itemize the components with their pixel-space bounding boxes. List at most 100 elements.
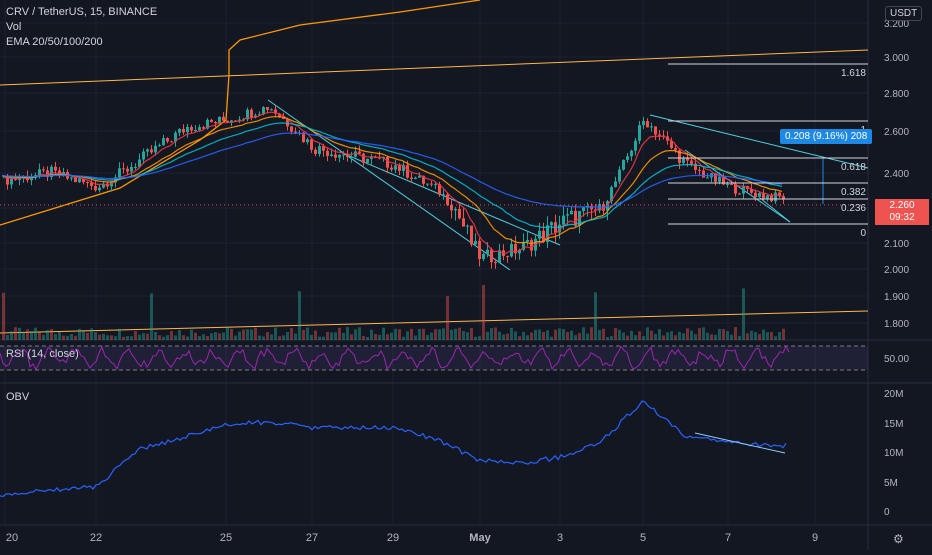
volume-bar	[498, 331, 501, 340]
candle-body	[318, 146, 321, 154]
volume-bar	[630, 330, 633, 340]
candle-body	[770, 195, 773, 202]
volume-bar	[730, 334, 733, 340]
candle-body	[334, 154, 337, 158]
candle-body	[686, 158, 689, 161]
volume-bar	[646, 327, 649, 340]
volume-bar	[322, 336, 325, 340]
volume-bar	[694, 334, 697, 340]
time-tick: 20	[6, 532, 18, 544]
candle-body	[778, 192, 781, 197]
candle-body	[130, 167, 133, 172]
volume-bar	[470, 327, 473, 340]
volume-bar	[782, 328, 785, 340]
candle-body	[566, 214, 569, 216]
volume-bar	[346, 327, 349, 340]
volume-bar	[34, 327, 37, 340]
candle-body	[122, 168, 125, 170]
candle-body	[14, 178, 17, 180]
volume-bar	[514, 331, 517, 340]
volume-bar	[246, 329, 249, 340]
volume-bar	[230, 328, 233, 340]
volume-bar	[446, 296, 449, 340]
volume-bar	[54, 334, 57, 340]
candle-body	[562, 215, 565, 225]
candle-body	[474, 240, 477, 245]
volume-bar	[546, 330, 549, 340]
candle-body	[546, 225, 549, 243]
volume-bar	[522, 331, 525, 340]
candle-body	[162, 138, 165, 146]
rsi-pane: RSI (14, close) 50.00	[0, 345, 909, 371]
volume-bar	[586, 333, 589, 340]
symbol-title[interactable]: CRV / TetherUS, 15, BINANCE	[6, 6, 158, 18]
volume-bar	[634, 335, 637, 340]
candle-body	[702, 170, 705, 178]
candle-body	[634, 140, 637, 151]
ema-legend[interactable]: EMA 20/50/100/200	[6, 36, 103, 48]
volume-bar	[754, 332, 757, 340]
candle-body	[506, 255, 509, 257]
time-tick: 22	[90, 532, 102, 544]
time-tick: 25	[220, 532, 232, 544]
volume-bar	[58, 331, 61, 340]
volume-bar	[518, 336, 521, 340]
vol-legend[interactable]: Vol	[6, 21, 22, 33]
candle-body	[218, 116, 221, 123]
currency-button[interactable]: USDT	[885, 6, 923, 21]
volume-bar	[486, 331, 489, 340]
candle-body	[530, 240, 533, 251]
volume-bar	[130, 336, 133, 340]
time-tick: 7	[725, 532, 731, 544]
fib-level-label: 0	[860, 228, 866, 239]
volume-bar	[226, 327, 229, 340]
candle-body	[38, 169, 41, 176]
volume-bar	[594, 292, 597, 340]
candle-body	[74, 177, 77, 183]
resistance-trendline	[0, 49, 869, 86]
volume-bar	[430, 332, 433, 340]
volume-bar	[222, 332, 225, 340]
candle-body	[310, 139, 313, 150]
volume-bar	[298, 291, 301, 340]
candle-body	[754, 192, 757, 198]
candle-body	[46, 170, 49, 177]
volume-bar	[14, 327, 17, 340]
volume-bar	[766, 332, 769, 340]
obv-label: OBV	[6, 391, 30, 403]
volume-bar	[374, 333, 377, 340]
volume-bar	[690, 330, 693, 340]
candle-body	[102, 183, 105, 188]
gear-icon[interactable]: ⚙	[893, 532, 904, 546]
last-price-value: 2.260	[889, 200, 915, 211]
volume-bar	[474, 336, 477, 340]
candle-body	[222, 116, 225, 121]
candle-body	[42, 169, 45, 171]
volume-bar	[762, 329, 765, 340]
candle-body	[594, 209, 597, 211]
volume-bar	[274, 327, 277, 340]
volume-bar	[146, 333, 149, 340]
volume-bar	[258, 335, 261, 340]
candle-body	[522, 241, 525, 250]
ema-lines	[1, 111, 783, 255]
candle-body	[466, 225, 469, 227]
candle-body	[270, 109, 273, 111]
obv-tick: 20M	[884, 389, 903, 400]
fib-level-label: 0.618	[841, 162, 866, 173]
candle-body	[398, 165, 401, 171]
volume-bar	[18, 327, 21, 340]
volume-bar	[126, 336, 129, 340]
candle-body	[10, 178, 13, 185]
volume-bar	[178, 330, 181, 340]
volume-bar	[42, 334, 45, 340]
candle-body	[166, 138, 169, 142]
candle-body	[206, 119, 209, 129]
candle-body	[610, 187, 613, 202]
volume-bar	[510, 327, 513, 340]
measure-label[interactable]: 0.208 (9.16%) 208	[780, 129, 873, 144]
volume-bar	[590, 327, 593, 340]
